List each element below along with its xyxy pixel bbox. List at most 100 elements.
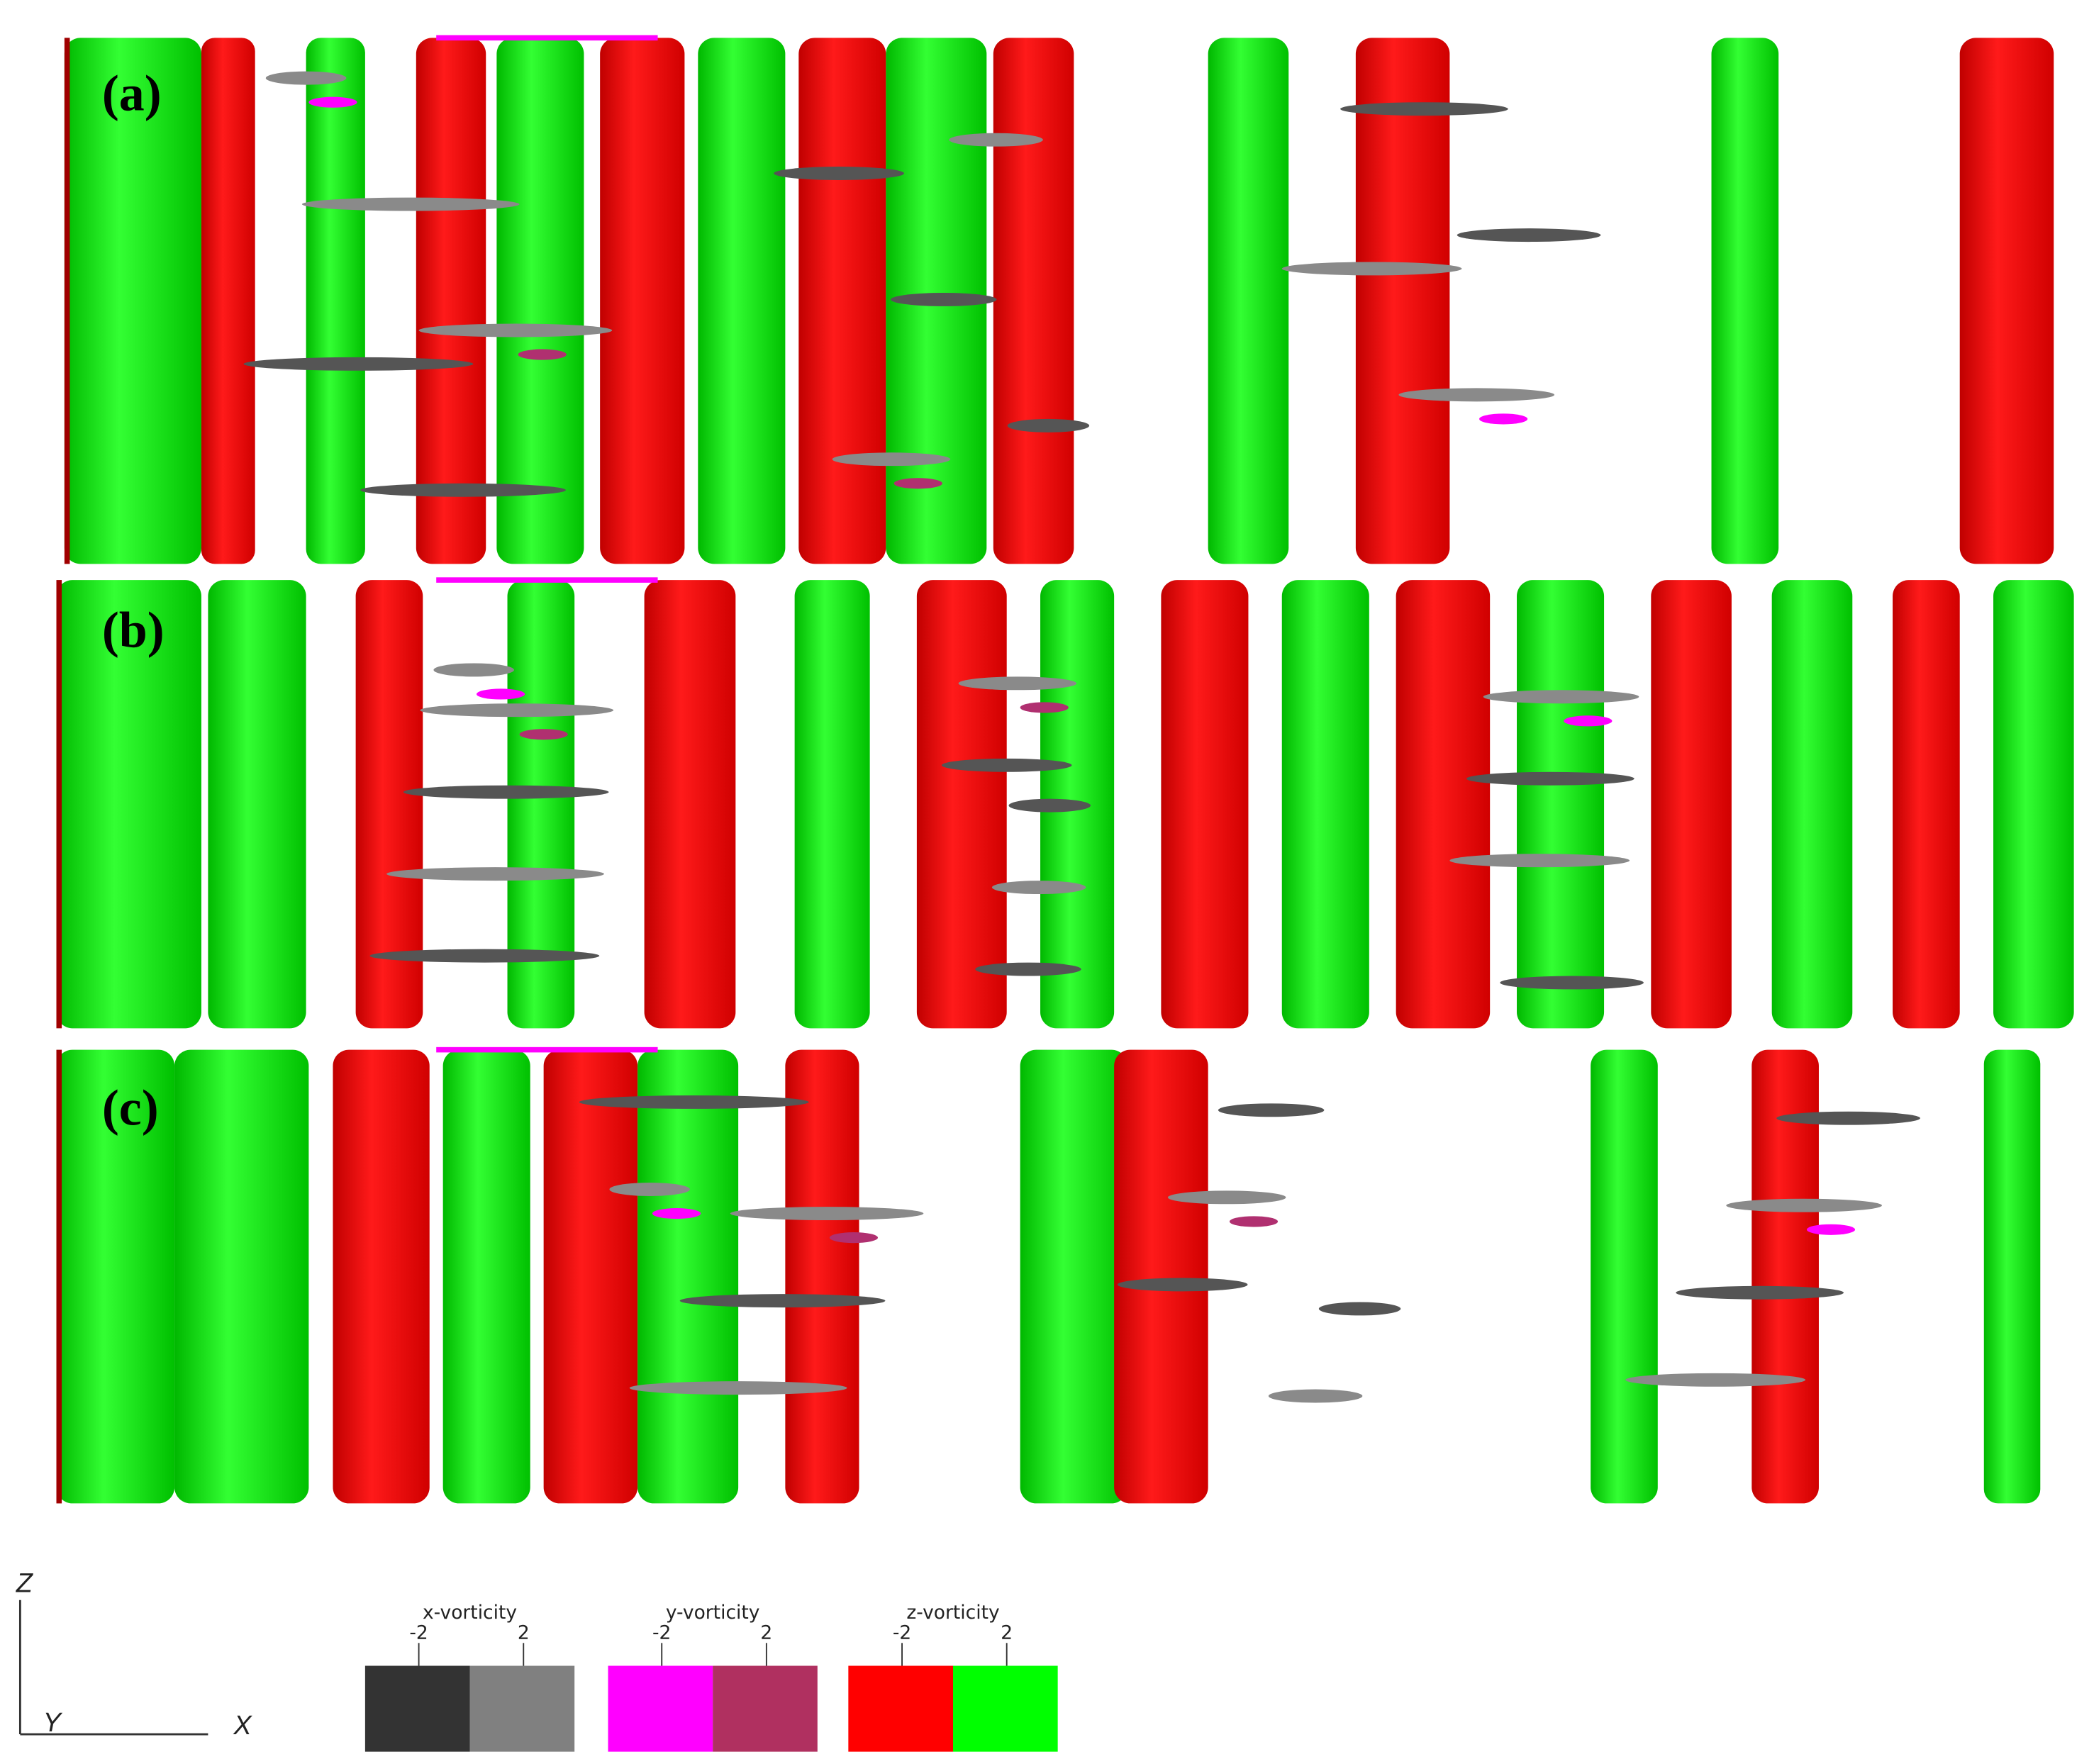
axis-triad: Z Y X xyxy=(16,1568,253,1741)
vortex-tube xyxy=(1983,1049,2041,1504)
vortex-tube xyxy=(333,1049,430,1504)
vortex-streak xyxy=(629,1381,847,1395)
vortex-streak xyxy=(1268,1389,1363,1403)
vortex-tube xyxy=(496,38,584,564)
vortex-tube xyxy=(698,38,786,564)
vortex-tube xyxy=(1893,580,1960,1029)
vortex-tube xyxy=(1752,1049,1819,1504)
panel-edge xyxy=(56,580,62,1029)
vortex-patch xyxy=(1020,702,1069,713)
vortex-patch xyxy=(652,1207,701,1219)
legend: x-vorticity-2 2y-vorticity-2 2z-vorticity-… xyxy=(364,1602,1058,1752)
vortex-streak xyxy=(265,71,347,85)
legend-tick-label: 2 xyxy=(1001,1622,1013,1644)
vortex-streak xyxy=(1676,1285,1844,1300)
vortex-streak xyxy=(1500,976,1644,990)
vortex-tube xyxy=(600,38,685,564)
vortex-tube xyxy=(355,580,423,1029)
panel-edge xyxy=(64,38,70,564)
swatch xyxy=(608,1665,713,1752)
swatch xyxy=(848,1665,953,1752)
legend-tick-label: -2 xyxy=(893,1622,911,1644)
vortex-patch xyxy=(893,478,942,489)
vortex-streak xyxy=(403,785,609,799)
vortex-tube xyxy=(56,1049,175,1504)
vortex-tube xyxy=(785,1049,859,1504)
vortex-tube xyxy=(56,580,201,1029)
vortex-tube xyxy=(1281,580,1369,1029)
vortex-patch xyxy=(1806,1224,1856,1235)
legend-tick-label: -2 xyxy=(652,1622,671,1644)
axis-label: Y xyxy=(43,1708,63,1738)
vortex-field xyxy=(56,35,2074,1504)
vortex-tube xyxy=(1355,38,1450,564)
panel-label: (c) xyxy=(102,1080,159,1137)
vortex-streak xyxy=(774,167,904,180)
vortex-streak xyxy=(1726,1198,1882,1212)
vortex-streak xyxy=(1625,1373,1806,1387)
vortex-tube xyxy=(1993,580,2074,1029)
vortex-streak xyxy=(579,1095,809,1109)
legend-title: x-vorticity xyxy=(423,1602,517,1624)
vortex-streak xyxy=(730,1207,924,1221)
vortex-tube xyxy=(507,580,575,1029)
vortex-streak xyxy=(1776,1111,1920,1125)
axis-label: Z xyxy=(16,1568,34,1598)
vortex-streak xyxy=(679,1294,886,1308)
vortex-patch xyxy=(1479,413,1528,425)
vortex-streak xyxy=(418,323,613,337)
vortex-streak xyxy=(1449,854,1630,868)
vortex-tube xyxy=(644,580,736,1029)
swatch xyxy=(364,1665,470,1752)
vortex-streak xyxy=(1218,1103,1325,1117)
vortex-streak xyxy=(1398,388,1555,402)
legend-title: y-vorticity xyxy=(666,1602,760,1624)
vortex-tube xyxy=(174,1049,309,1504)
vortex-tube xyxy=(1114,1049,1208,1504)
vortex-streak xyxy=(386,867,604,881)
vortex-patch xyxy=(519,729,568,740)
vortex-streak xyxy=(1466,771,1634,786)
vortex-streak xyxy=(1117,1278,1248,1292)
vortex-streak xyxy=(301,197,520,211)
vortex-streak xyxy=(1167,1190,1286,1205)
vortex-tube xyxy=(201,38,255,564)
panel-label: (b) xyxy=(102,602,165,659)
swatch xyxy=(952,1665,1058,1752)
vortex-tube xyxy=(442,1049,530,1504)
vortex-tube xyxy=(1771,580,1853,1029)
vortex-streak xyxy=(949,133,1043,147)
vortex-streak xyxy=(1318,1302,1401,1316)
vortex-streak xyxy=(420,703,614,718)
vortex-streak xyxy=(1457,228,1601,242)
vortex-streak xyxy=(609,1183,690,1196)
vortex-tube xyxy=(1396,580,1491,1029)
vortex-patch xyxy=(308,96,357,108)
vortex-streak xyxy=(832,452,951,467)
vortex-tube xyxy=(798,38,886,564)
vortex-streak xyxy=(1483,690,1639,704)
vortex-streak xyxy=(958,676,1077,691)
vortex-streak xyxy=(941,758,1072,772)
vortex-streak xyxy=(1007,418,1090,432)
vortex-streak xyxy=(1281,262,1462,276)
vortex-tube xyxy=(1208,38,1289,564)
legend-tick-label: -2 xyxy=(409,1622,428,1644)
vortex-tube xyxy=(1959,38,2054,564)
vortex-tube xyxy=(543,1049,638,1504)
legend-tick-label: 2 xyxy=(518,1622,530,1644)
panel-edge xyxy=(56,1049,62,1504)
vortex-tube xyxy=(1517,580,1605,1029)
legend-title: z-vorticity xyxy=(906,1602,999,1624)
vortex-tube xyxy=(1020,1049,1128,1504)
swatch xyxy=(469,1665,575,1752)
vortex-tube xyxy=(916,580,1007,1029)
vortex-streak xyxy=(369,949,600,963)
vortex-patch xyxy=(1564,715,1613,727)
vortex-tube xyxy=(794,580,870,1029)
vortex-patch xyxy=(829,1232,878,1244)
axis-label: X xyxy=(233,1711,252,1741)
swatch xyxy=(713,1665,818,1752)
